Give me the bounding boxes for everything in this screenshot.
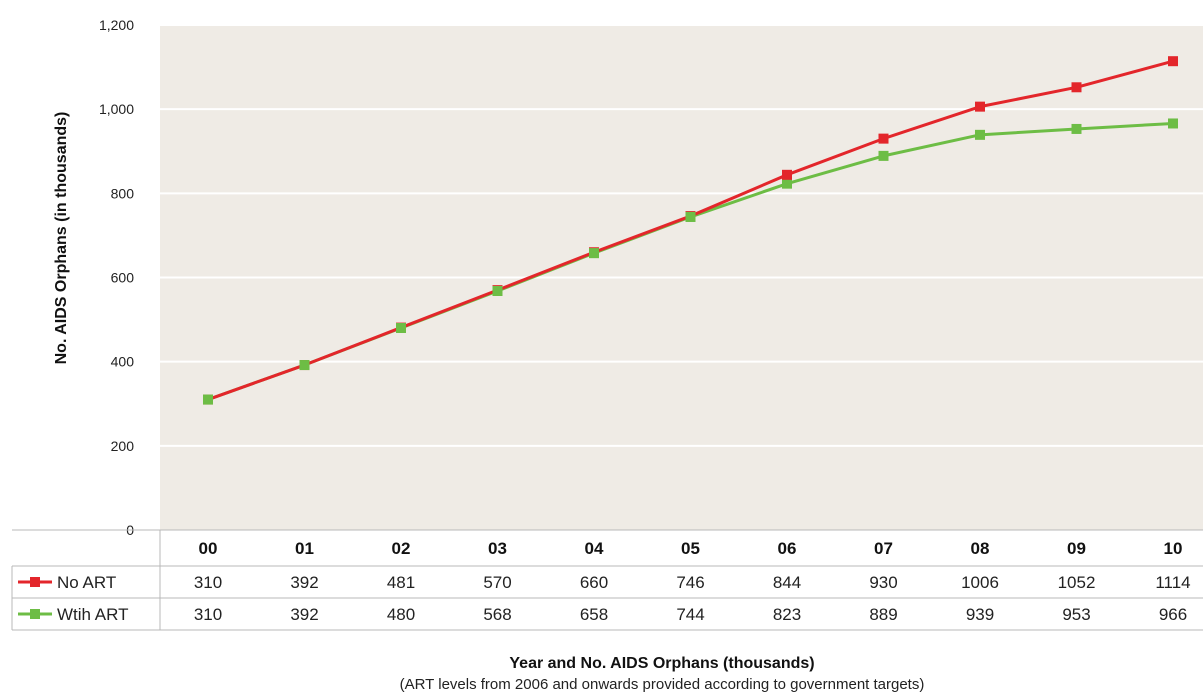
data-label: 310 [194, 573, 222, 592]
legend-marker [30, 577, 40, 587]
y-axis-label: No. AIDS Orphans (in thousands) [53, 112, 70, 365]
data-point-marker [1071, 82, 1082, 93]
series-lines [203, 56, 1178, 405]
data-point-marker [203, 394, 213, 405]
data-point-marker [878, 133, 889, 144]
data-point-marker [782, 178, 792, 189]
y-tick-label: 600 [111, 270, 135, 286]
data-table-borders [11, 529, 1203, 631]
data-point-marker [492, 285, 503, 296]
x-axis-sublabel: (ART levels from 2006 and onwards provid… [400, 676, 925, 693]
y-tick-label: 200 [111, 438, 135, 454]
data-label: 889 [869, 605, 897, 624]
x-tick-label: 01 [295, 539, 314, 558]
data-point-marker [975, 129, 985, 140]
y-tick-label: 1,000 [99, 101, 134, 117]
x-tick-label: 00 [199, 539, 218, 558]
x-tick-label: 08 [971, 539, 990, 558]
x-tick-label: 02 [392, 539, 411, 558]
data-point-marker [589, 248, 599, 259]
legend-marker [30, 609, 40, 619]
data-label: 480 [387, 605, 415, 624]
legend-label: No ART [57, 573, 116, 592]
data-label: 1006 [961, 573, 999, 592]
data-label: 844 [773, 573, 801, 592]
gridlines [160, 24, 1203, 447]
x-tick-label: 05 [681, 539, 700, 558]
data-point-marker [1168, 118, 1178, 129]
data-label: 570 [483, 573, 511, 592]
x-tick-label: 10 [1164, 539, 1183, 558]
data-label: 823 [773, 605, 801, 624]
data-point-marker [782, 169, 792, 180]
data-label: 1052 [1058, 573, 1096, 592]
data-point-marker [685, 211, 696, 222]
data-point-marker [878, 150, 889, 161]
x-axis-label: Year and No. AIDS Orphans (thousands) [509, 655, 814, 672]
data-label: 392 [290, 605, 318, 624]
data-point-marker [975, 101, 985, 112]
data-label: 939 [966, 605, 994, 624]
data-label: 660 [580, 573, 608, 592]
data-point-marker [396, 323, 406, 333]
legend-label: Wtih ART [57, 605, 128, 624]
y-tick-label: 1,200 [99, 17, 134, 33]
data-table-rows: No ART 310 392 481 570 660 746 844 930 1006 1052 11… [18, 573, 1191, 624]
data-label: 1114 [1155, 573, 1190, 592]
y-tick-label: 400 [111, 354, 135, 370]
x-tick-label: 03 [488, 539, 507, 558]
x-tick-label: 06 [778, 539, 797, 558]
data-label: 658 [580, 605, 608, 624]
x-tick-label: 09 [1067, 539, 1086, 558]
data-label: 953 [1062, 605, 1090, 624]
y-tick-label: 800 [111, 185, 135, 201]
data-label: 392 [290, 573, 318, 592]
x-tick-label: 07 [874, 539, 893, 558]
data-label: 481 [387, 573, 415, 592]
data-point-marker [1168, 56, 1178, 67]
data-point-marker [1071, 123, 1082, 134]
x-axis-categories: 00 01 02 03 04 05 06 07 08 09 10 [199, 539, 1183, 558]
data-label: 966 [1159, 605, 1187, 624]
data-label: 310 [194, 605, 222, 624]
data-label: 930 [869, 573, 897, 592]
data-label: 744 [676, 605, 704, 624]
data-label: 568 [483, 605, 511, 624]
data-point-marker [299, 360, 310, 371]
data-label: 746 [676, 573, 704, 592]
x-tick-label: 04 [585, 539, 604, 558]
